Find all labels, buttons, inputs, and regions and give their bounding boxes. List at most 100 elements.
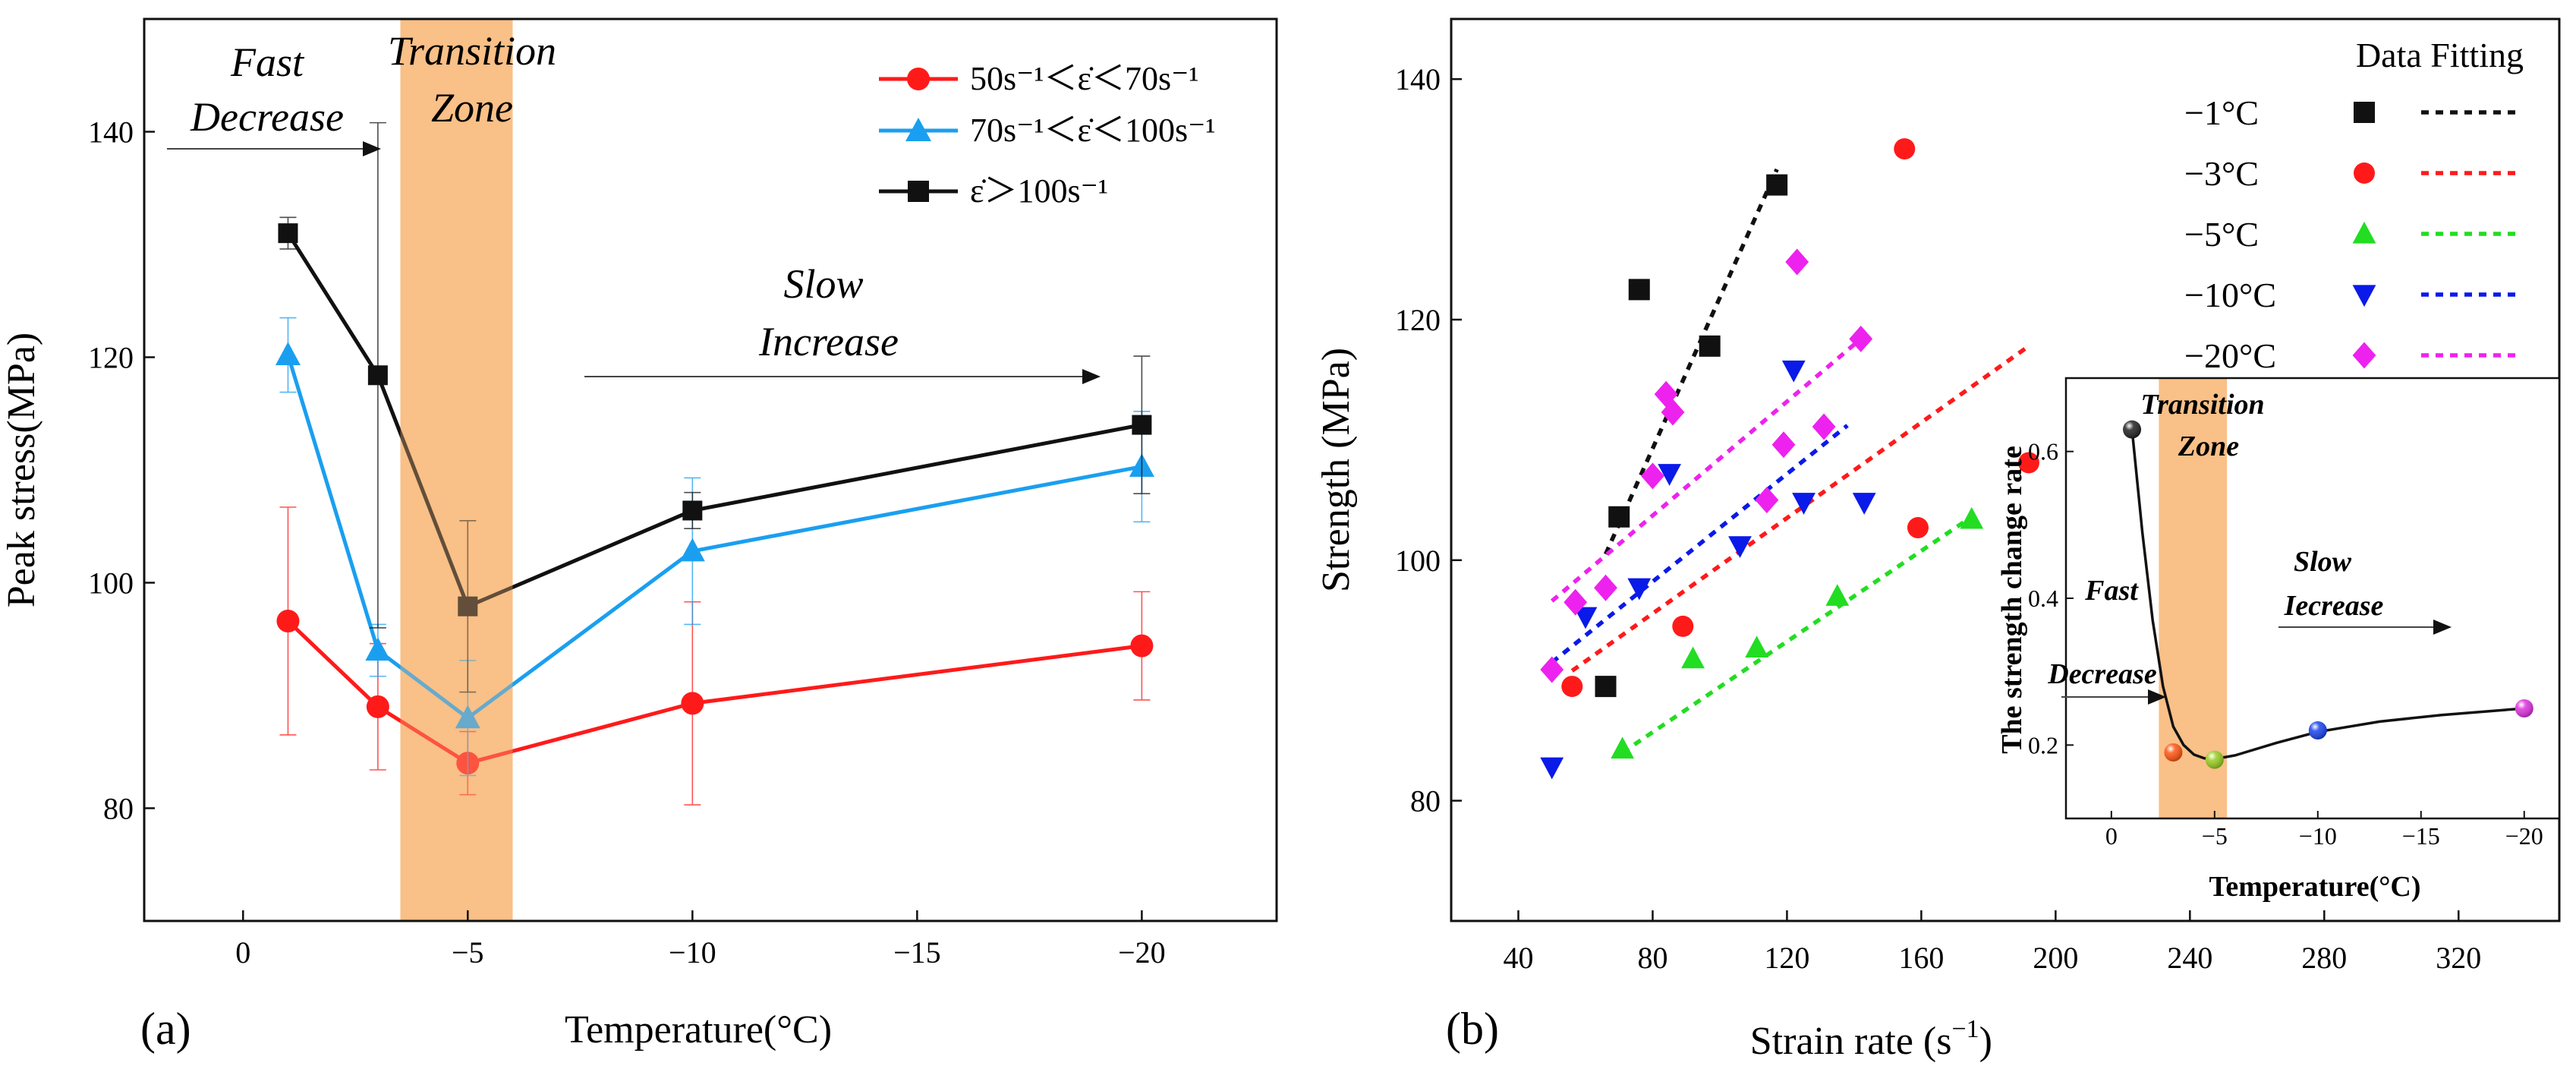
legend-label-series-1: 50s⁻¹＜ε̇＜70s⁻¹ bbox=[970, 60, 1199, 97]
inset-annotation-decrease: Decrease bbox=[2047, 658, 2157, 690]
inset-annotation-zone: Zone bbox=[2178, 430, 2239, 462]
series-a-1 bbox=[276, 506, 1154, 806]
data-point bbox=[1564, 588, 1588, 616]
x-tick-label-b: 120 bbox=[1764, 941, 1809, 975]
data-point bbox=[1792, 493, 1815, 515]
x-tick-label-a: −10 bbox=[669, 935, 716, 970]
data-point bbox=[1728, 536, 1752, 558]
x-tick-label-a: −20 bbox=[1118, 935, 1166, 970]
series-b-3 bbox=[1611, 506, 1984, 759]
inset-annotation-fast: Fast bbox=[2084, 575, 2139, 607]
inset-fit-curve bbox=[2130, 429, 2524, 761]
inset-annotation-iecrease: Iecrease bbox=[2284, 590, 2384, 622]
series-a-3 bbox=[278, 121, 1152, 693]
data-point bbox=[458, 596, 478, 616]
data-point bbox=[1672, 615, 1694, 637]
legend-b-label: −5°C bbox=[2184, 215, 2259, 254]
legend-b-marker bbox=[2352, 285, 2376, 307]
legend-marker-circle bbox=[907, 68, 930, 90]
annotation-decrease: Decrease bbox=[190, 94, 344, 140]
x-tick-label-a: 0 bbox=[235, 935, 250, 970]
inset-x-tick-label: −15 bbox=[2402, 822, 2440, 850]
data-point bbox=[1755, 487, 1779, 514]
x-axis-label-a: Temperature(°C) bbox=[565, 1008, 832, 1052]
inset-point bbox=[2515, 699, 2533, 717]
legend-b-marker bbox=[2352, 342, 2376, 369]
legend-marker-triangle bbox=[905, 118, 931, 141]
x-tick-label-b: 40 bbox=[1503, 941, 1533, 975]
annotation-transition: Transition bbox=[388, 28, 556, 74]
data-point bbox=[1960, 506, 1984, 529]
legend-b-marker bbox=[2352, 221, 2376, 244]
data-point bbox=[1627, 578, 1652, 601]
inset-x-axis-label: Temperature(°C) bbox=[2209, 871, 2420, 903]
y-tick-label-a: 120 bbox=[88, 341, 134, 375]
x-tick-label-b: 320 bbox=[2436, 941, 2481, 975]
inset-y-axis-label: The strength change rate bbox=[1996, 446, 2028, 754]
data-point bbox=[1595, 676, 1617, 698]
fit-line bbox=[1551, 424, 1849, 664]
data-point bbox=[1771, 431, 1796, 459]
series-b-5 bbox=[1540, 248, 1873, 683]
y-tick-label-a: 100 bbox=[88, 566, 134, 601]
panel-a: 0 −5 −10 −15 −20 80 100 120 140 Peak stress(MPa)… bbox=[0, 17, 1278, 1054]
legend-b-marker bbox=[2354, 162, 2375, 184]
y-tick-label-b: 80 bbox=[1410, 784, 1441, 818]
legend-marker-square bbox=[908, 181, 929, 202]
data-point bbox=[1825, 584, 1850, 606]
data-point bbox=[1540, 757, 1564, 780]
series-b-2 bbox=[1561, 138, 2039, 698]
x-tick-label-b: 200 bbox=[2033, 941, 2078, 975]
data-point bbox=[1594, 574, 1617, 601]
data-point bbox=[2017, 452, 2039, 474]
legend-label-series-3: ε̇＞100s⁻¹ bbox=[970, 172, 1108, 210]
data-point bbox=[1540, 656, 1564, 683]
data-point bbox=[1132, 415, 1152, 435]
series-b-4 bbox=[1540, 360, 1876, 780]
y-tick-label-b: 100 bbox=[1395, 544, 1441, 578]
inset-x-tick-label: −10 bbox=[2299, 822, 2337, 850]
data-point bbox=[276, 609, 300, 632]
data-point bbox=[1812, 413, 1836, 440]
legend-b-label: −10°C bbox=[2184, 276, 2276, 314]
inset-point-shine bbox=[2164, 743, 2183, 762]
transition-zone-overlay bbox=[400, 19, 513, 921]
data-point bbox=[455, 705, 480, 729]
data-point bbox=[1766, 174, 1788, 196]
inset-chart: 0 −5 −10 −15 −20 0.2 0.4 0.6 The strength chang… bbox=[1996, 377, 2561, 903]
inset-point bbox=[2123, 420, 2142, 439]
panel-label-a: (a) bbox=[140, 1004, 191, 1054]
inset-x-tick-label: −5 bbox=[2202, 822, 2228, 850]
data-point bbox=[1745, 635, 1769, 658]
data-point bbox=[1781, 360, 1806, 383]
inset-point bbox=[2308, 721, 2327, 739]
y-tick-label-a: 140 bbox=[88, 115, 134, 150]
plot-a-frame bbox=[143, 17, 1278, 922]
inset-point-shine bbox=[2515, 699, 2533, 717]
data-point bbox=[1611, 736, 1635, 759]
x-tick-label-b: 80 bbox=[1637, 941, 1667, 975]
data-point bbox=[1628, 279, 1650, 301]
legend-b-label: −1°C bbox=[2184, 93, 2259, 132]
data-point bbox=[1561, 676, 1583, 698]
data-point bbox=[1699, 335, 1721, 357]
x-axis-label-b-main: Strain rate (s bbox=[1750, 1020, 1952, 1063]
legend-b-marker bbox=[2354, 102, 2375, 123]
legend-b-label: −3°C bbox=[2184, 154, 2259, 193]
data-point bbox=[1573, 607, 1598, 629]
inset-annotation-slow: Slow bbox=[2294, 546, 2352, 578]
inset-y-tick-label: 0.4 bbox=[2028, 585, 2058, 612]
data-point bbox=[682, 500, 703, 521]
data-point bbox=[1785, 248, 1809, 276]
data-point bbox=[1130, 634, 1154, 657]
inset-point bbox=[2164, 743, 2183, 762]
legend-b-label: −20°C bbox=[2184, 336, 2276, 375]
data-point bbox=[1658, 464, 1681, 486]
inset-x-tick-label: −20 bbox=[2505, 822, 2543, 850]
legend-b: Data Fitting −1°C −3°C −5°C −10°C −20°C bbox=[2184, 36, 2524, 375]
x-tick-label-b: 160 bbox=[1898, 941, 1944, 975]
x-tick-label-a: −15 bbox=[893, 935, 941, 970]
y-tick-label-b: 120 bbox=[1395, 303, 1441, 337]
inset-annotation-transition: Transition bbox=[2140, 389, 2264, 421]
